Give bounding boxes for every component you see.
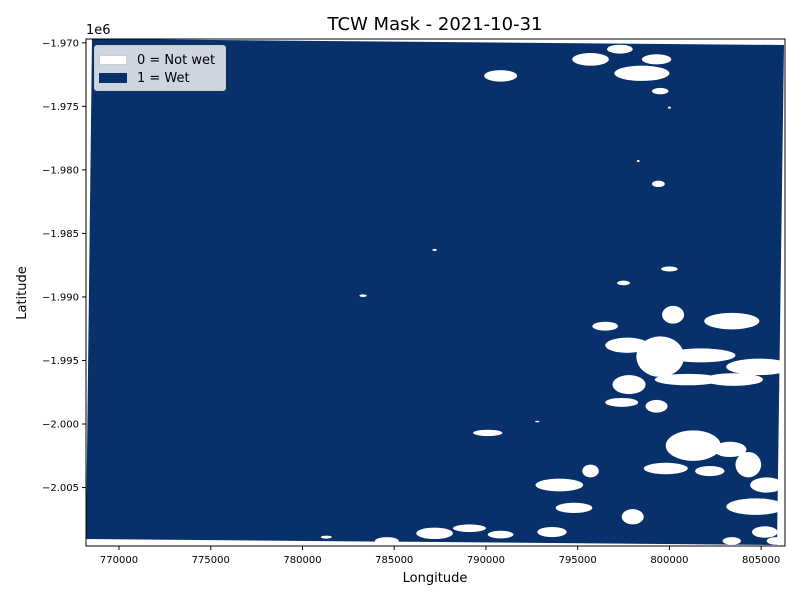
not-wet-patch (667, 106, 671, 109)
not-wet-patch (484, 70, 518, 82)
legend-label-wet: 1 = Wet (137, 70, 190, 86)
not-wet-patch (535, 420, 540, 423)
not-wet-patch (432, 248, 437, 251)
not-wet-patch (661, 266, 678, 272)
y-offset-text: 1e6 (86, 23, 111, 38)
axes-frame (85, 38, 786, 547)
not-wet-patch (643, 462, 688, 475)
not-wet-patch (636, 159, 640, 163)
not-wet-patch (651, 87, 669, 95)
legend-swatch-wet (99, 73, 127, 83)
not-wet-patch (636, 336, 685, 377)
chart-title: TCW Mask - 2021-10-31 (327, 14, 543, 35)
legend-label-not-wet: 0 = Not wet (137, 52, 216, 68)
y-tick-label: −1.985 (42, 229, 79, 240)
not-wet-patch (735, 451, 762, 478)
x-tick-label: 780000 (283, 555, 321, 566)
not-wet-patch (751, 526, 778, 538)
not-wet-patch (416, 527, 453, 540)
x-tick-label: 785000 (375, 555, 413, 566)
mask-raster (86, 39, 793, 545)
not-wet-patch (695, 465, 725, 477)
axes: 770000 775000 780000 785000 790000 795000 8000… (42, 38, 786, 566)
not-wet-patch (713, 441, 747, 458)
not-wet-patch (651, 180, 665, 188)
wet-area (86, 39, 784, 545)
not-wet-patch (320, 535, 332, 539)
y-tick-label: −1.980 (42, 165, 79, 176)
not-wet-patch (607, 44, 633, 54)
not-wet-patch (654, 373, 721, 386)
not-wet-patch (726, 498, 786, 515)
not-wet-patch (766, 537, 785, 545)
not-wet-patch (722, 537, 741, 545)
x-tick-label: 790000 (467, 555, 505, 566)
x-tick-label: 795000 (559, 555, 597, 566)
not-wet-patch (621, 509, 644, 525)
not-wet-patch (452, 524, 486, 533)
not-wet-patch (473, 429, 503, 437)
legend: 0 = Not wet 1 = Wet (94, 45, 226, 91)
x-tick-label: 775000 (192, 555, 230, 566)
not-wet-patch (612, 375, 646, 395)
x-tick-label: 805000 (742, 555, 780, 566)
not-wet-patch (572, 52, 609, 66)
not-wet-patch (535, 478, 584, 492)
y-tick-label: −2.000 (42, 420, 79, 431)
not-wet-patch (704, 312, 760, 330)
legend-entry-wet: 1 = Wet (99, 70, 190, 86)
not-wet-patch (374, 537, 399, 545)
not-wet-patch (582, 464, 599, 478)
not-wet-patch (537, 526, 567, 538)
not-wet-patch (704, 373, 763, 386)
y-tick-label: −1.995 (42, 356, 79, 367)
not-wet-patch (665, 348, 736, 363)
not-wet-patch (605, 397, 639, 407)
not-wet-patch (592, 321, 619, 331)
not-wet-patch (726, 358, 793, 376)
not-wet-patch (487, 530, 514, 539)
legend-entry-not-wet: 0 = Not wet (99, 52, 216, 68)
legend-swatch-not-wet (99, 55, 127, 65)
x-axis-label: Longitude (403, 571, 468, 586)
not-wet-patch (750, 477, 784, 493)
not-wet-patch (641, 54, 672, 65)
y-tick-label: −2.005 (42, 483, 79, 494)
not-wet-patch (555, 502, 593, 513)
not-wet-patch (617, 280, 630, 286)
x-tick-label: 770000 (100, 555, 138, 566)
not-wet-patch (645, 399, 668, 413)
y-tick-label: −1.975 (42, 102, 79, 113)
y-axis-label: Latitude (15, 266, 30, 320)
not-wet-patch (614, 65, 670, 81)
not-wet-patch (662, 305, 685, 324)
x-tick-label: 800000 (650, 555, 688, 566)
y-tick-label: −1.970 (42, 38, 79, 49)
not-wet-patch (665, 430, 721, 461)
y-tick-label: −1.990 (42, 292, 79, 303)
not-wet-patch (359, 294, 367, 297)
